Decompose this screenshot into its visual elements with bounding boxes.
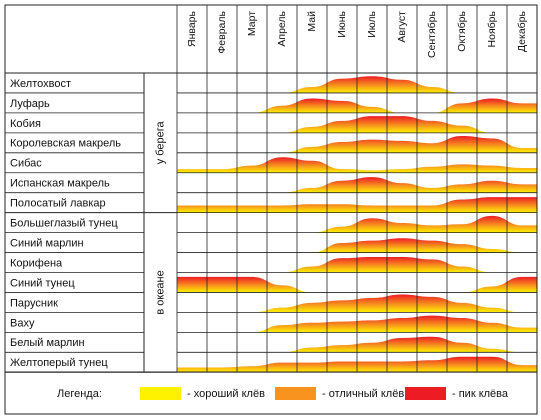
month-label: Апрель (276, 10, 288, 46)
legend-label: - пик клёва (452, 388, 509, 400)
fish-label: Корифена (10, 257, 63, 269)
month-label: Октябрь (456, 10, 468, 51)
legend-swatch (405, 387, 446, 400)
month-label: Декабрь (516, 10, 528, 51)
fish-label: Белый марлин (10, 337, 85, 349)
month-label: Январь (186, 10, 198, 47)
fish-label: Кобия (10, 118, 41, 130)
fish-label: Королевская макрель (10, 138, 121, 150)
month-label: Май (306, 11, 318, 32)
fish-label: Парусник (10, 297, 58, 309)
month-label: Март (246, 11, 258, 36)
group-label: у берега (154, 120, 166, 164)
group-labels: у берега в океане (154, 120, 166, 314)
fish-label: Большеглазый тунец (10, 218, 118, 230)
chart-frame (4, 4, 538, 415)
fish-label: Синий марлин (10, 237, 84, 249)
month-label: Июнь (336, 10, 348, 37)
month-label: Июль (366, 10, 378, 37)
legend-label: - отличный клёв (322, 388, 404, 400)
fish-label: Испанская макрель (10, 178, 110, 190)
fish-label: Сибас (10, 158, 42, 170)
legend-swatch (275, 387, 316, 400)
legend-swatch (140, 387, 181, 400)
month-label: Ноябрь (486, 10, 498, 47)
fish-labels: Желтохвост Луфарь Кобия Королевская макрель… (10, 78, 121, 369)
month-label: Февраль (216, 10, 228, 53)
fish-label: Желтоперый тунец (10, 357, 108, 369)
group-label: в океане (154, 270, 166, 314)
grid (4, 4, 538, 415)
month-headers: Январь Февраль Март Апрель Май Июнь Июль Август… (186, 10, 528, 58)
fish-label: Синий тунец (10, 277, 75, 289)
legend-label: - хороший клёв (187, 388, 265, 400)
legend: Легенда: - хороший клёв - отличный клёв - п… (57, 387, 509, 400)
fish-label: Желтохвост (10, 78, 71, 90)
month-label: Август (396, 11, 408, 43)
fish-label: Полосатый лавкар (10, 198, 106, 210)
fish-label: Ваху (10, 317, 35, 329)
legend-title: Легенда: (57, 388, 102, 400)
fish-label: Луфарь (10, 98, 50, 110)
month-label: Сентябрь (426, 10, 438, 58)
